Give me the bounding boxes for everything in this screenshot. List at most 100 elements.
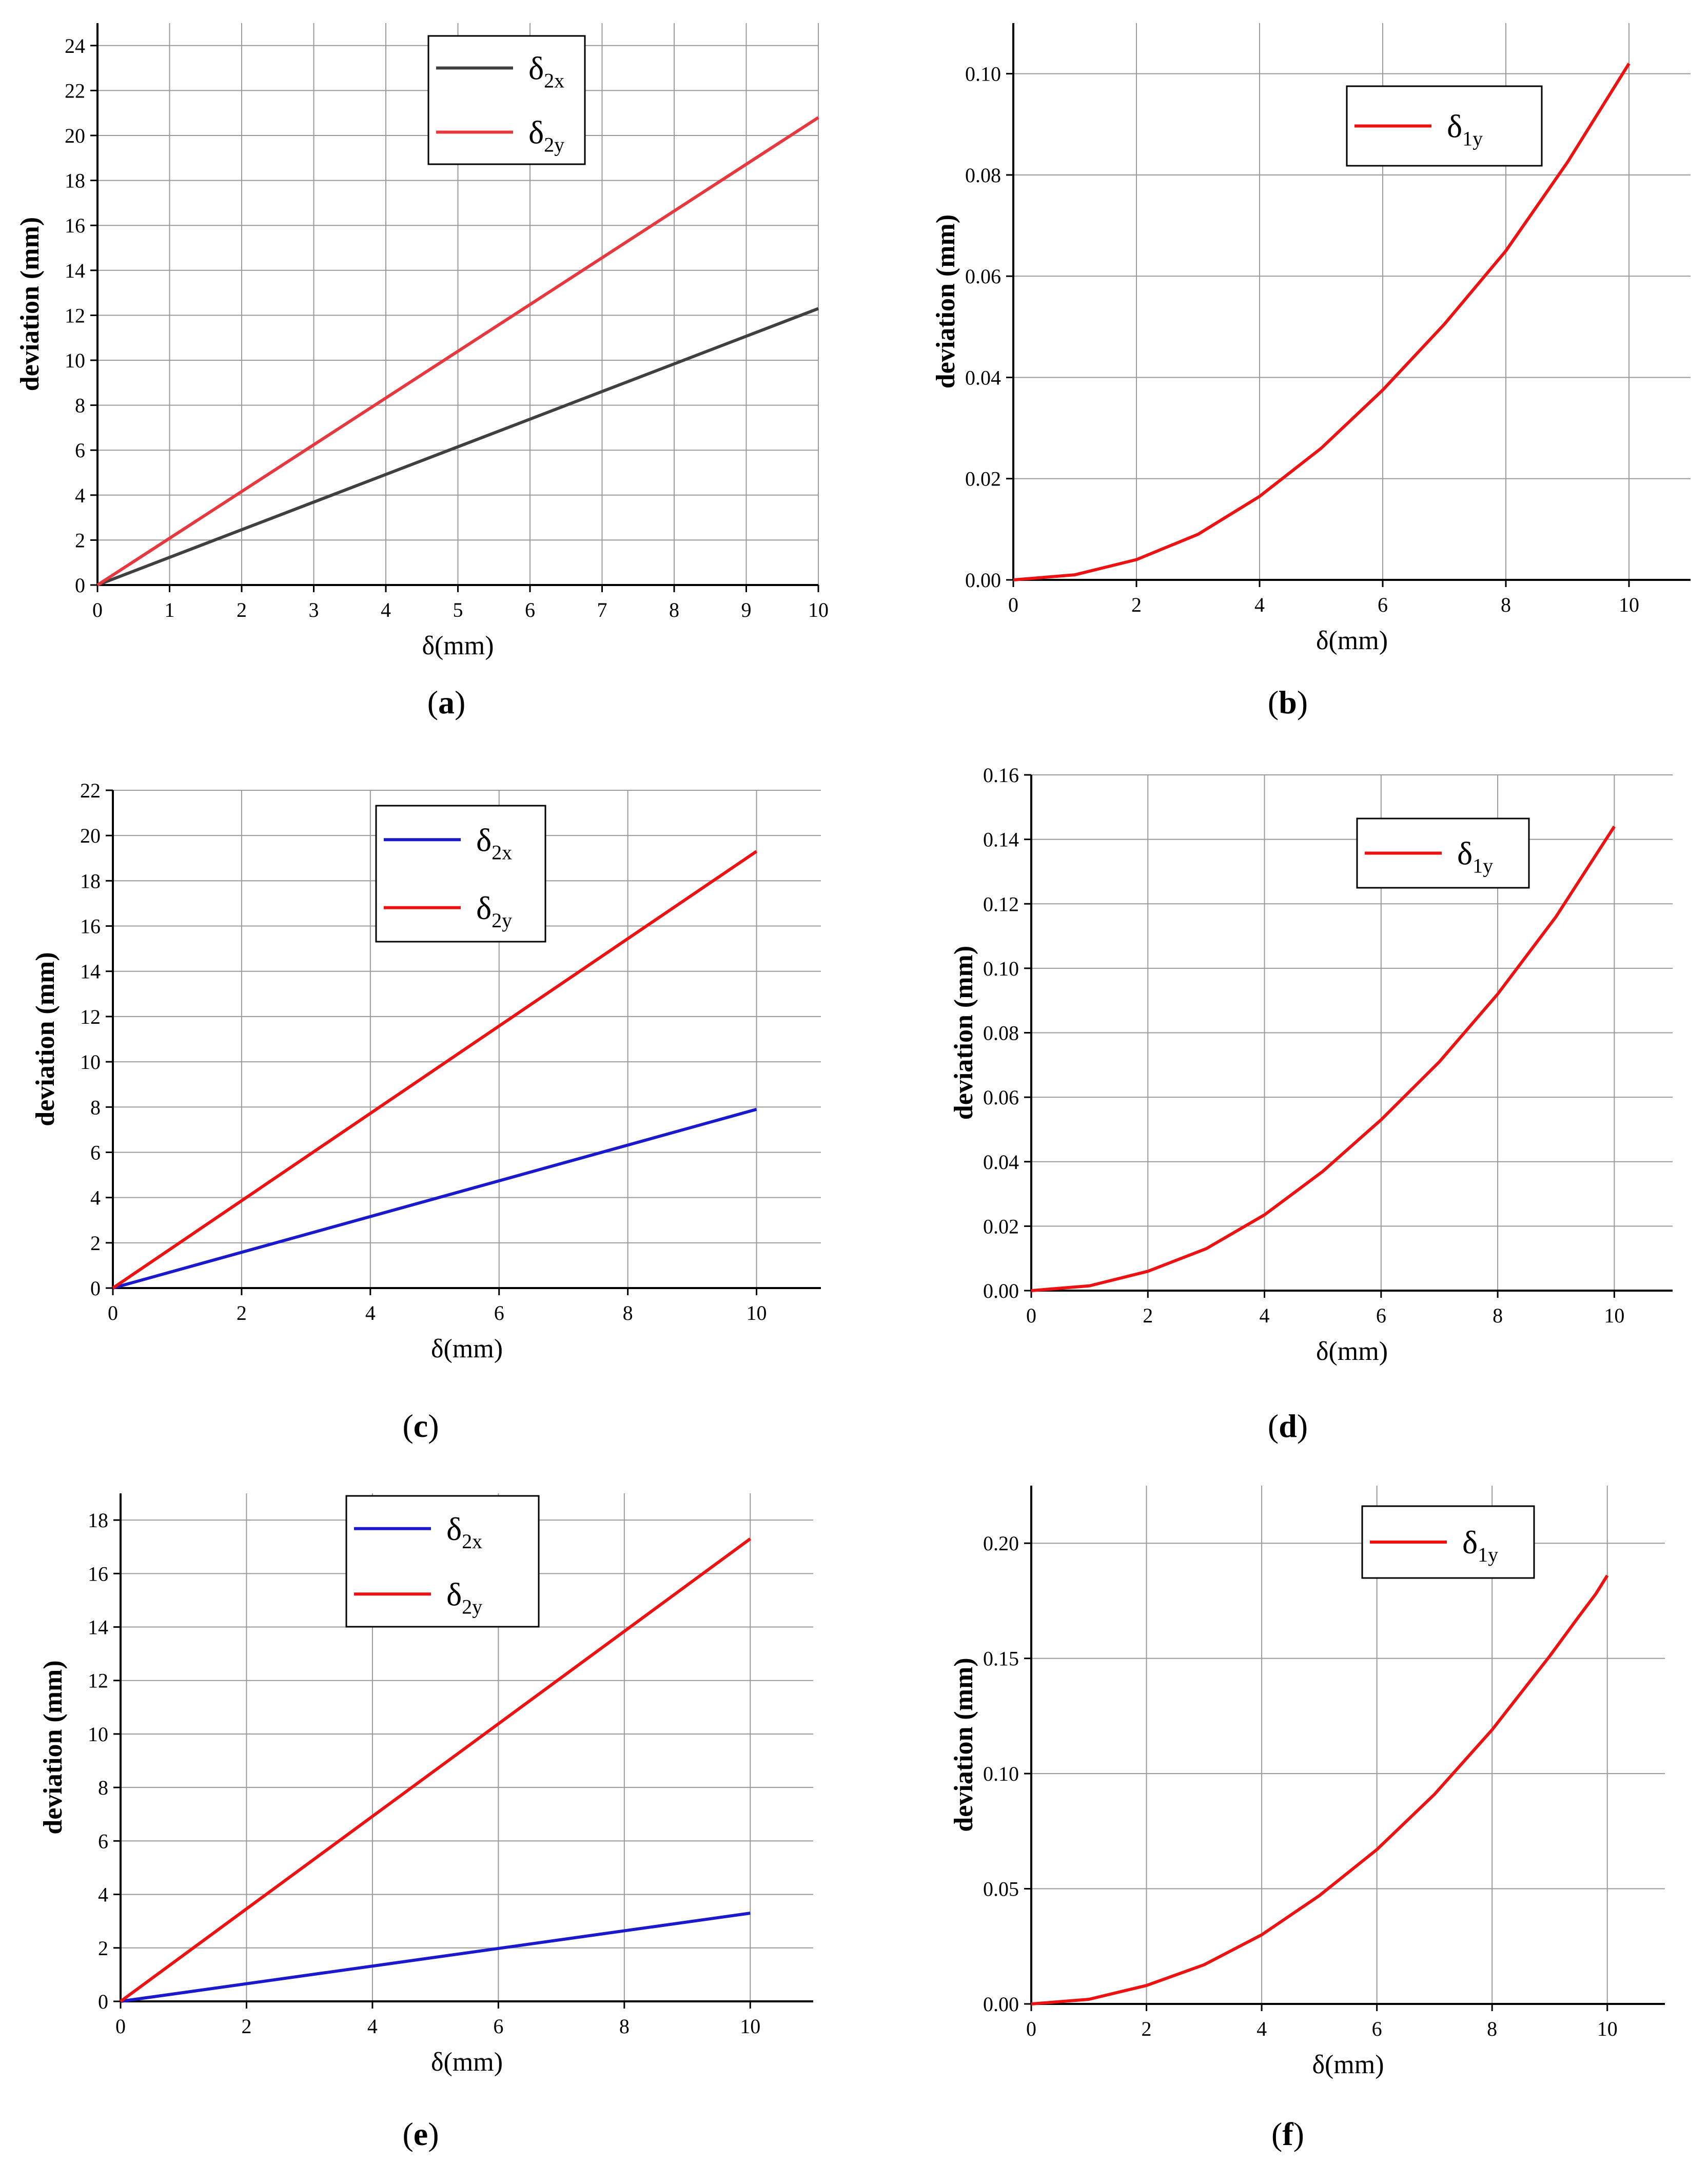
legend-subscript: 1y [1462, 127, 1483, 150]
legend-box [427, 35, 586, 165]
y-axis-label: deviation (mm) [949, 946, 978, 1120]
panel-caption: (b) [1268, 684, 1308, 720]
y-tick-label: 14 [80, 960, 101, 983]
y-tick-label: 6 [90, 1141, 101, 1164]
x-tick-label: 8 [623, 1301, 633, 1324]
y-tick-label: 2 [75, 529, 85, 552]
chart-panel-a: 0 1 2 3 4 5 6 7 8 9 10024681012141618202224δ(mm)de… [15, 23, 829, 720]
x-tick-label: 0 [1026, 1304, 1036, 1327]
y-tick-label: 0.06 [983, 1086, 1019, 1109]
y-tick-label: 4 [98, 1883, 108, 1906]
y-tick-label: 0.00 [965, 569, 1001, 592]
y-tick-label: 0.08 [965, 164, 1001, 187]
x-tick-label: 4 [1260, 1304, 1270, 1327]
x-tick-label: 0 [108, 1301, 118, 1324]
y-tick-label: 0.00 [983, 1279, 1019, 1302]
x-tick-label: 2 [241, 2015, 251, 2038]
y-tick-label: 12 [88, 1669, 108, 1692]
x-tick-label: 2 [1143, 1304, 1153, 1327]
y-tick-label: 0 [75, 574, 85, 597]
x-tick-label: 8 [1493, 1304, 1503, 1327]
series-line-δ1y [1031, 825, 1616, 1292]
y-tick-label: 8 [90, 1096, 101, 1119]
y-tick-label: 0 [98, 1990, 108, 2013]
legend: δ1y [1346, 85, 1543, 167]
chart-panel-b: 0 2 4 6 8 10 0.00 0.02 0.04 0.06 0.08 0.10 δ(mm) devi… [931, 23, 1691, 720]
x-tick-label: 6 [494, 1301, 504, 1324]
x-tick-label: 10 [740, 2015, 760, 2038]
legend: δ1y [1361, 1505, 1535, 1579]
legend-subscript: 2x [544, 69, 564, 92]
y-tick-label: 0.08 [983, 1022, 1019, 1045]
y-tick-label: 0.10 [965, 63, 1001, 86]
legend-subscript: 2y [462, 1595, 482, 1618]
y-tick-label: 0.15 [983, 1647, 1019, 1670]
series-line-δ2x [112, 1107, 757, 1290]
panel-caption-letter: d [1279, 1408, 1297, 1444]
x-tick-label: 8 [1487, 2017, 1497, 2040]
y-tick-label: 0.04 [965, 366, 1001, 389]
chart-panel-c: 0 2 4 6 8 10 0 2 4 6 8 10 12 14 16 18 20 22 δ(mm) deviation… [31, 779, 821, 1444]
x-tick-label: 8 [619, 2015, 630, 2038]
y-tick-label: 12 [80, 1005, 101, 1028]
y-tick-label: 18 [88, 1509, 108, 1532]
x-tick-label: 5 [453, 598, 463, 621]
y-tick-label: 14 [88, 1616, 108, 1639]
series-line-δ1y [1031, 1574, 1609, 2005]
x-tick-label: 4 [1254, 593, 1265, 616]
x-tick-label: 8 [669, 598, 679, 621]
panel-caption: (e) [402, 2116, 439, 2152]
y-tick-label: 6 [98, 1829, 108, 1853]
legend-subscript: 2x [492, 841, 512, 864]
x-tick-label: 4 [367, 2015, 378, 2038]
chart-panel-f: 0 2 4 6 8 10 0.00 0.05 0.10 0.15 0.20 δ(mm) deviatio… [949, 1486, 1665, 2152]
legend-subscript: 2y [492, 909, 512, 932]
series-line-δ2x [96, 307, 819, 587]
series-line-δ1y [1013, 63, 1631, 581]
y-tick-label: 18 [65, 169, 85, 192]
series-line-δ2y [96, 116, 819, 587]
y-tick-label: 0 [90, 1277, 101, 1300]
y-tick-label: 0.10 [983, 957, 1019, 980]
x-axis-label: δ(mm) [431, 2048, 503, 2077]
x-tick-label: 2 [237, 598, 247, 621]
legend: δ1y [1356, 817, 1530, 889]
y-tick-label: 0.14 [983, 828, 1019, 851]
x-tick-label: 10 [1597, 2017, 1618, 2040]
series-line-δ2y [112, 850, 758, 1290]
y-tick-label: 20 [80, 824, 101, 847]
y-axis-label: deviation (mm) [31, 952, 60, 1126]
x-tick-label: 4 [1257, 2017, 1267, 2040]
x-tick-label: 0 [115, 2015, 126, 2038]
y-tick-label: 0.02 [983, 1215, 1019, 1238]
y-axis-label: deviation (mm) [931, 215, 960, 388]
y-axis-label: deviation (mm) [949, 1658, 978, 1832]
x-axis-label: δ(mm) [1312, 2050, 1384, 2079]
x-tick-label: 6 [1378, 593, 1388, 616]
y-tick-label: 0.12 [983, 892, 1019, 915]
y-tick-label: 0.04 [983, 1151, 1019, 1174]
panel-caption: (c) [402, 1408, 439, 1444]
panel-caption: (f) [1271, 2116, 1304, 2152]
y-tick-label: 0.00 [983, 1993, 1019, 2016]
y-tick-label: 24 [65, 34, 85, 57]
y-tick-label: 8 [75, 394, 85, 417]
y-tick-label: 16 [80, 915, 101, 938]
x-tick-label: 4 [381, 598, 391, 621]
y-tick-label: 16 [65, 214, 85, 237]
x-tick-label: 10 [747, 1301, 767, 1324]
panel-caption-letter: c [414, 1408, 428, 1444]
x-tick-label: 7 [597, 598, 607, 621]
y-tick-label: 0.10 [983, 1762, 1019, 1785]
y-tick-label: 0.20 [983, 1532, 1019, 1555]
x-tick-label: 0 [92, 598, 103, 621]
y-tick-label: 22 [80, 779, 101, 802]
x-tick-label: 3 [309, 598, 319, 621]
panel-caption-letter: e [414, 2116, 428, 2152]
y-tick-label: 14 [65, 259, 85, 282]
x-tick-label: 1 [165, 598, 175, 621]
y-axis-label: deviation (mm) [38, 1660, 68, 1834]
legend-subscript: 2y [544, 133, 564, 157]
